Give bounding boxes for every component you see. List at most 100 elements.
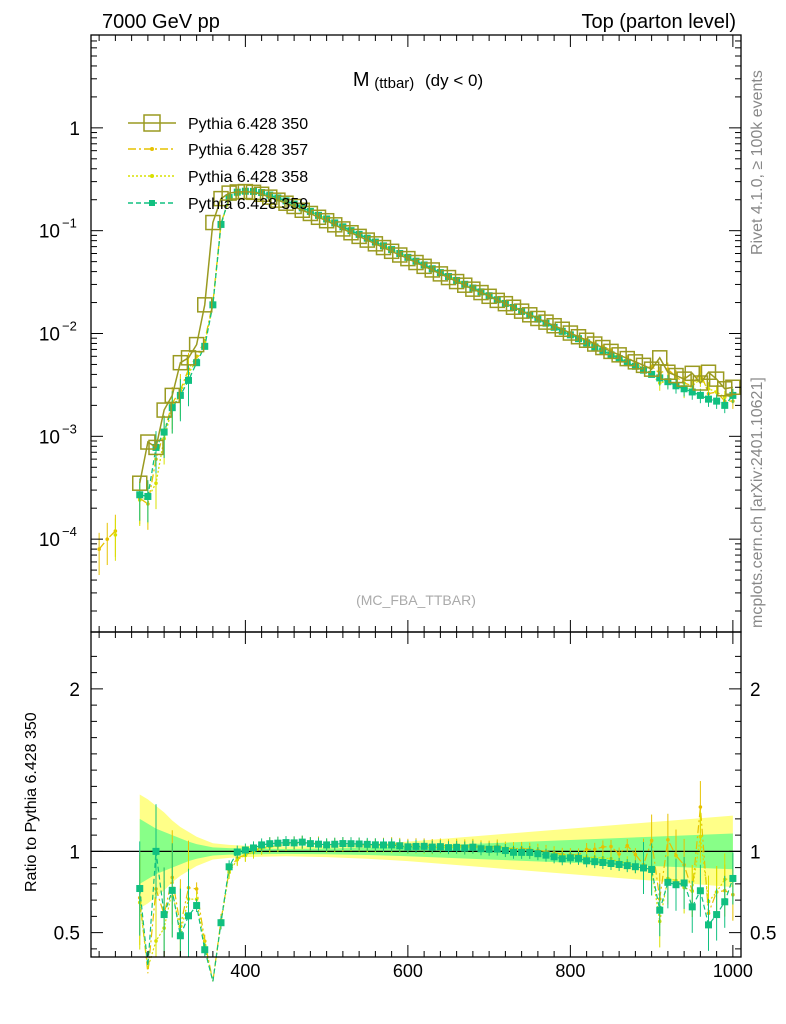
ratio-point-357 <box>625 843 630 848</box>
ratio-point-359 <box>599 859 607 867</box>
ratio-point-357 <box>584 847 589 852</box>
point-350 <box>587 336 603 352</box>
ratio-point-359 <box>566 854 574 862</box>
chart-title-sub: (ttbar) <box>374 75 414 92</box>
y-tick-label-exponent: −1 <box>62 216 77 231</box>
point-350 <box>205 214 221 231</box>
point-359 <box>607 351 615 359</box>
ratio-point-357 <box>666 837 670 842</box>
point-359 <box>193 359 201 367</box>
point-359 <box>323 215 331 223</box>
y-tick-label-exponent: −3 <box>62 421 77 436</box>
ratio-point-359 <box>526 848 534 856</box>
ratio-point-359 <box>323 841 331 849</box>
point-359 <box>298 204 306 212</box>
point-350 <box>253 186 270 203</box>
point-350 <box>164 387 180 404</box>
legend-label-350: Pythia 6.428 350 <box>188 116 308 133</box>
ratio-point-359 <box>680 879 688 887</box>
point-359 <box>274 194 282 202</box>
ratio-point-359 <box>445 844 452 852</box>
mcplots-side-label: mcplots.cern.ch [arXiv:2401.10621] <box>749 377 766 628</box>
point-350 <box>335 221 351 237</box>
point-359 <box>680 385 688 393</box>
point-350 <box>432 266 449 282</box>
ratio-tick-label-right: 2 <box>750 680 761 701</box>
legend-label-359: Pythia 6.428 359 <box>188 196 308 213</box>
point-350 <box>294 202 310 219</box>
point-350 <box>188 336 205 353</box>
x-tick-label: 1000 <box>713 961 753 981</box>
ratio-point-359 <box>688 903 696 911</box>
legend: Pythia 6.428 350 Pythia 6.428 357 Pythia… <box>128 114 308 213</box>
point-350 <box>351 228 367 245</box>
point-359 <box>648 370 656 378</box>
point-350 <box>318 212 335 229</box>
ratio-point-359 <box>315 840 322 848</box>
point-350 <box>400 250 416 267</box>
point-359 <box>136 491 144 499</box>
point-359 <box>631 362 639 370</box>
point-350 <box>424 262 440 278</box>
ratio-point-359 <box>485 845 493 853</box>
point-359 <box>713 397 721 405</box>
ratio-point-358 <box>235 857 240 862</box>
ratio-point-359 <box>258 841 266 849</box>
ratio-point-359 <box>274 839 282 847</box>
point-350 <box>278 195 294 211</box>
point-359 <box>290 200 298 208</box>
point-359 <box>436 269 444 277</box>
point-359 <box>461 280 469 288</box>
ratio-point-359 <box>217 919 225 927</box>
rivet-side-label: Rivet 4.1.0, ≥ 100k events <box>749 70 766 255</box>
legend-marker-357 <box>150 147 154 151</box>
point-350 <box>375 239 392 256</box>
main-series-layer <box>97 183 741 575</box>
ratio-point-357 <box>698 805 703 809</box>
point-350 <box>554 321 570 337</box>
legend-marker-350 <box>143 114 161 132</box>
point-359 <box>428 265 436 273</box>
watermark: (MC_FBA_TTBAR) <box>356 592 476 608</box>
point-350 <box>708 371 725 387</box>
point-350 <box>692 375 709 391</box>
point-350 <box>416 258 432 275</box>
point-358 <box>113 533 118 537</box>
point-350 <box>156 402 172 418</box>
point-350 <box>652 350 668 366</box>
point-350 <box>197 297 213 313</box>
point-350 <box>513 303 530 319</box>
point-350 <box>522 307 538 323</box>
ratio-point-359 <box>428 843 436 851</box>
ratio-point-357 <box>617 852 621 856</box>
ratio-series-layer <box>136 781 737 982</box>
point-359 <box>347 227 355 235</box>
point-359 <box>396 249 404 257</box>
ratio-point-359 <box>721 898 729 906</box>
y-tick-label: 10 <box>39 325 60 346</box>
point-359 <box>696 391 704 399</box>
point-350 <box>245 184 262 201</box>
point-350 <box>676 371 692 387</box>
point-350 <box>497 295 514 312</box>
point-359 <box>599 347 607 355</box>
ratio-point-359 <box>729 874 737 882</box>
ratio-point-359 <box>648 865 656 873</box>
chart-title: M (ttbar) (dy < 0) <box>353 69 483 92</box>
x-tick-label: 400 <box>230 961 260 981</box>
ratio-tick-label-left: 0.5 <box>54 924 80 945</box>
ratio-point-359 <box>453 843 461 851</box>
ratio-point-359 <box>461 844 469 852</box>
ratio-point-359 <box>298 838 306 846</box>
point-359 <box>469 284 477 292</box>
ratio-point-359 <box>225 863 233 871</box>
ratio-point-359 <box>152 847 160 855</box>
point-359 <box>339 223 347 231</box>
ratio-point-359 <box>396 842 404 850</box>
ratio-point-357 <box>609 844 613 849</box>
ratio-point-359 <box>493 845 501 853</box>
point-350 <box>408 254 424 271</box>
series-line-358 <box>139 191 734 501</box>
point-359 <box>331 219 339 227</box>
point-359 <box>688 388 696 396</box>
